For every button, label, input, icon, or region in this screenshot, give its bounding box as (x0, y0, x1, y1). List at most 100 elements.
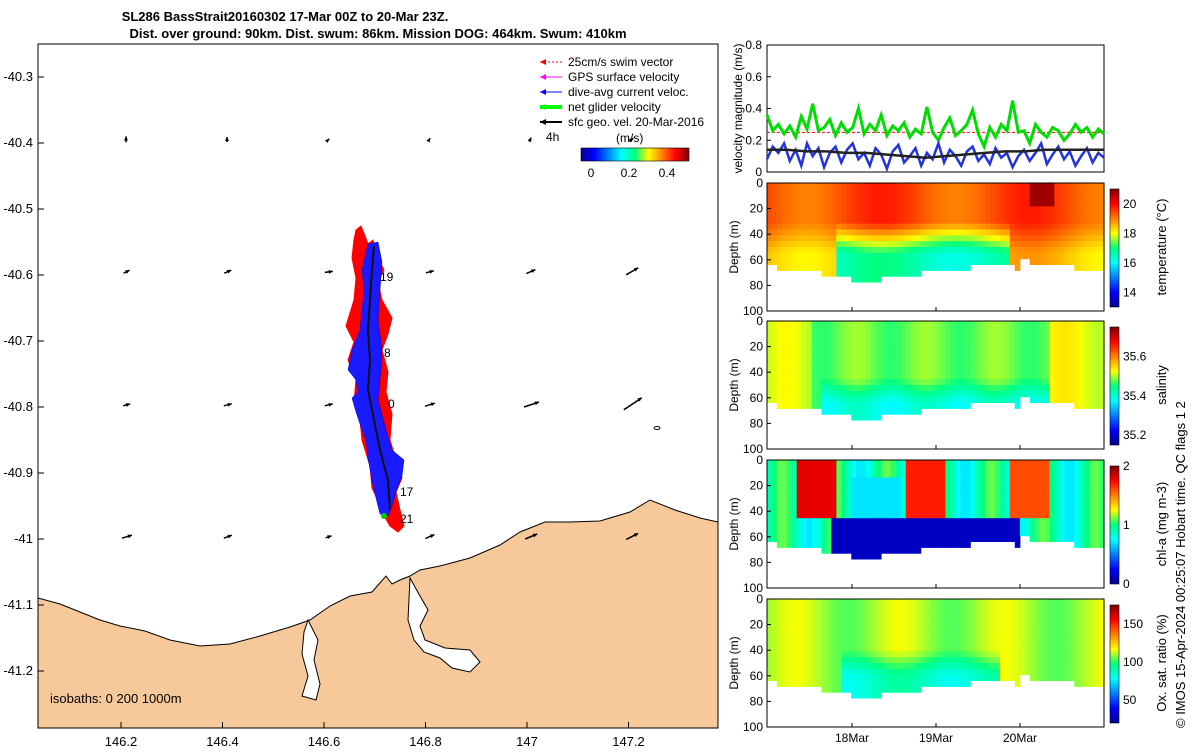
heatmap-cell (876, 471, 882, 478)
heatmap-cell (1054, 247, 1060, 254)
heatmap-cell (1089, 622, 1095, 629)
heatmap-cell (836, 477, 842, 484)
heatmap-cell (1014, 350, 1021, 357)
heatmap-cell (920, 460, 927, 467)
heatmap-cell (890, 483, 897, 490)
heatmap-cell (767, 200, 773, 207)
heatmap-cell (806, 680, 813, 687)
track-label-17: 17 (400, 485, 414, 499)
heatmap-cell (1049, 390, 1056, 398)
heatmap-cell (871, 326, 877, 334)
heatmap-cell (945, 200, 951, 207)
heatmap-cell (965, 223, 971, 231)
heatmap-cell (975, 465, 981, 473)
heatmap-cell (1094, 622, 1100, 629)
heatmap-cell (836, 270, 842, 277)
heatmap-cell (801, 471, 808, 478)
heatmap-cell (885, 229, 892, 236)
heatmap-cell (791, 628, 798, 635)
heatmap-cell (836, 206, 842, 213)
heatmap-cell (935, 471, 942, 478)
heatmap-cell (876, 535, 882, 542)
heatmap-cell (920, 326, 927, 334)
heatmap-cell (1089, 680, 1095, 687)
heatmap-cell (900, 258, 907, 265)
heatmap-cell (999, 332, 1006, 339)
heatmap-cell (1039, 217, 1046, 225)
heatmap-cell (955, 247, 961, 254)
heatmap-cell (915, 321, 922, 328)
heatmap-cell (905, 599, 912, 606)
heatmap-cell (885, 680, 892, 687)
heatmap-cell (786, 402, 793, 409)
heatmap-cell (796, 604, 803, 612)
heatmap-cell (965, 396, 971, 403)
heatmap-cell (881, 183, 887, 190)
heatmap-cell (851, 645, 857, 652)
heatmap-cell (876, 385, 882, 392)
heatmap-cell (935, 200, 942, 207)
heatmap-cell (776, 217, 783, 225)
heatmap-cell (965, 506, 971, 513)
heatmap-cell (1044, 460, 1051, 467)
heatmap-cell (1064, 206, 1070, 213)
track-end-marker (381, 513, 387, 519)
heatmap-cell (890, 361, 897, 369)
heatmap-cell (806, 247, 813, 254)
heatmap-cell (1049, 223, 1056, 231)
heatmap-cell (806, 373, 813, 380)
land-tasmania (38, 499, 718, 728)
heatmap-cell (910, 506, 917, 513)
heatmap-cell (960, 252, 966, 260)
heatmap-cell (920, 645, 927, 652)
heatmap-cell (881, 489, 887, 496)
heatmap-cell (1059, 663, 1065, 670)
heatmap-cell (935, 183, 942, 190)
figure-title-line2: Dist. over ground: 90km. Dist. swum: 86k… (129, 26, 626, 41)
heatmap-cell (970, 350, 976, 357)
heatmap-cell (846, 408, 852, 415)
heatmap-cell (930, 633, 937, 641)
heatmap-cell (895, 338, 902, 345)
heatmap-cell (1059, 633, 1065, 641)
heatmap-cell (776, 639, 783, 647)
heatmap-cell (781, 651, 788, 658)
heatmap-cell (876, 200, 882, 207)
heatmap-cell (1004, 217, 1011, 225)
heatmap-cell (1054, 241, 1060, 248)
heatmap-cell (885, 408, 892, 415)
heatmap-cell (881, 229, 887, 236)
heatmap-cell (1079, 350, 1085, 357)
heatmap-cell (791, 200, 798, 207)
heatmap-cell (1034, 183, 1041, 190)
heatmap-cell (1049, 518, 1056, 525)
heatmap-cell (776, 183, 783, 190)
heatmap-cell (990, 252, 996, 260)
heatmap-cell (1069, 604, 1075, 612)
heatmap-cell (806, 465, 813, 473)
heatmap-cell (1049, 373, 1056, 380)
heatmap-cell (816, 217, 823, 225)
heatmap-cell (1004, 361, 1011, 369)
heatmap-cell (816, 212, 823, 219)
heatmap-cell (1089, 212, 1095, 219)
heatmap-cell (985, 483, 991, 490)
heatmap-cell (940, 326, 947, 334)
heatmap-cell (1009, 188, 1016, 196)
heatmap-cell (831, 355, 837, 363)
heatmap-cell (990, 500, 996, 508)
heatmap-cell (786, 379, 793, 386)
heatmap-cell (985, 183, 991, 190)
heatmap-cell (1069, 512, 1075, 519)
heatmap-cell (1034, 385, 1041, 392)
heatmap-cell (1009, 639, 1016, 647)
heatmap-cell (950, 379, 956, 386)
heatmap-cell (1004, 183, 1011, 190)
heatmap-cell (995, 326, 1001, 334)
heatmap-cell (786, 506, 793, 513)
heatmap-cell (970, 633, 976, 641)
heatmap-cell (915, 212, 922, 219)
heatmap-cell (1084, 494, 1090, 502)
heatmap-cell (915, 379, 922, 386)
heatmap-cell (900, 270, 907, 277)
